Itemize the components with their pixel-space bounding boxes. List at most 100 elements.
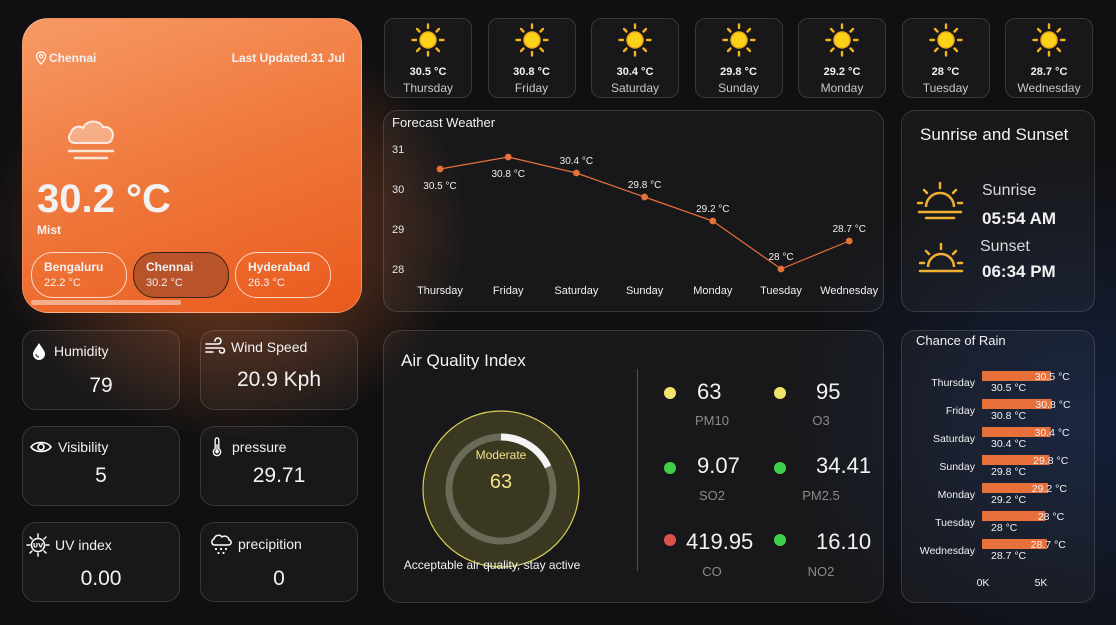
pollutant-value: 16.10 [816, 529, 872, 554]
rain-cloud-icon [211, 534, 232, 555]
city-button-bengaluru[interactable]: Bengaluru 22.2 °C [31, 252, 127, 298]
sunrise-label: Sunrise [982, 182, 1037, 199]
pollutant-status-dot [664, 534, 676, 546]
tile-day: Saturday [610, 81, 660, 95]
data-label: 30.5 °C [1035, 371, 1071, 383]
forecast-tile: 30.8 °C Friday [487, 18, 576, 98]
water-drop-icon [33, 343, 45, 360]
rain-bar [982, 427, 1051, 437]
tile-day: Wednesday [1017, 81, 1081, 95]
data-label: 28 °C [1038, 511, 1065, 523]
pollutant-name: NO2 [807, 564, 835, 579]
forecast-tile: 30.5 °C Thursday [384, 18, 472, 98]
current-temperature: 30.2 °C [37, 177, 171, 221]
city-scrollbar[interactable] [31, 300, 181, 305]
rain-bar [982, 371, 1051, 381]
data-label: 30.5 °C [423, 181, 456, 192]
rain-bar [982, 483, 1048, 493]
aqi-level: Moderate [475, 448, 527, 462]
rain-bar [982, 539, 1047, 549]
tile-day: Thursday [402, 81, 454, 95]
pollutant-status-dot [774, 462, 786, 474]
x-tick-label: 5K [1035, 577, 1048, 589]
data-point [436, 165, 444, 173]
current-condition: Mist [37, 223, 61, 237]
tile-day: Tuesday [922, 81, 969, 95]
data-label: 28.7 °C [991, 550, 1027, 562]
metric-label: precipition [238, 536, 302, 552]
metric-label: UV index [55, 537, 112, 553]
city-temp: 22.2 °C [44, 277, 81, 289]
aqi-value: 63 [489, 471, 513, 493]
tile-temp: 30.4 °C [616, 66, 654, 78]
forecast-tile: 30.4 °C Saturday [591, 18, 679, 98]
forecast-line-chart: 28 29 30 31 30.5 °C Thursday 30.8 °C Friday 30.4… [392, 144, 879, 297]
aqi-note: Acceptable air quality, stay active [403, 558, 581, 572]
data-label: 29.8 °C [991, 466, 1027, 478]
last-updated: Last Updated.31 Jul [231, 51, 345, 65]
x-tick-label: Wednesday [820, 285, 878, 297]
x-tick-label: Monday [693, 285, 733, 297]
aqi-gauge [422, 410, 580, 568]
pollutant-status-dot [664, 387, 676, 399]
category-label: Thursday [931, 377, 976, 389]
tile-temp: 28.7 °C [1030, 66, 1068, 78]
eye-icon [30, 441, 52, 453]
aqi-divider [637, 369, 638, 571]
svg-text:UV: UV [33, 542, 43, 550]
city-name: Bengaluru [44, 260, 104, 274]
y-tick-label: 30 [392, 184, 404, 196]
rain-bar-chart: Thursday 30.5 °C 30.5 °C Friday 30.8 °C 30.8 … [920, 371, 1071, 589]
air-quality-card: Air Quality Index Moderate 63 Acceptable… [383, 330, 884, 603]
sunset-icon [918, 242, 964, 273]
category-label: Sunday [939, 461, 975, 473]
pollutant-value: 95 [816, 379, 841, 404]
tile-temp: 29.8 °C [720, 66, 757, 78]
forecast-tile: 29.8 °C Sunday [694, 18, 783, 98]
sunset-time: 06:34 PM [982, 262, 1056, 281]
city-name: Chennai [146, 260, 194, 274]
pollutant-name: O3 [812, 413, 830, 428]
uv-index-value: 0.00 [80, 567, 122, 590]
sunrise-time: 05:54 AM [982, 209, 1057, 228]
sun-card-title: Sunrise and Sunset [920, 125, 1069, 144]
data-label: 28 °C [991, 522, 1018, 534]
chart-title: Chance of Rain [916, 333, 1006, 348]
sunrise-sunset-card: Sunrise and Sunset Sunrise 05:54 AM Suns… [901, 110, 1095, 312]
visibility-value: 5 [95, 464, 107, 487]
precipitation-value: 0 [273, 567, 285, 590]
pollutant-name: PM10 [695, 413, 729, 428]
city-button-hyderabad[interactable]: Hyderabad 26.3 °C [235, 252, 331, 298]
x-tick-label: Thursday [417, 285, 463, 297]
wind-icon [205, 337, 226, 354]
rain-bar [982, 399, 1052, 409]
sun-icon [514, 23, 549, 57]
tile-day: Monday [820, 81, 864, 95]
city-button-chennai[interactable]: Chennai 30.2 °C [133, 252, 229, 298]
tile-day: Sunday [718, 81, 759, 95]
category-label: Monday [938, 489, 976, 501]
data-point [845, 237, 853, 245]
location-pin-icon [35, 51, 47, 65]
metric-label: Wind Speed [231, 339, 308, 355]
sun-icon [618, 23, 652, 57]
pollutant-status-dot [664, 462, 676, 474]
chance-of-rain-chart: Thursday 30.5 °C 30.5 °C Friday 30.8 °C 30.8 … [901, 330, 1095, 603]
data-point [641, 193, 648, 201]
metric-label: Humidity [54, 343, 109, 359]
rain-bar [982, 511, 1046, 521]
pollutant-value: 63 [697, 379, 722, 404]
data-label: 30.5 °C [991, 382, 1027, 394]
wind-speed-value: 20.9 Kph [236, 368, 322, 391]
uv-sun-icon: UV [26, 533, 50, 557]
location-name: Chennai [49, 51, 97, 65]
aqi-title: Air Quality Index [401, 351, 526, 370]
sun-icon [721, 23, 756, 57]
data-label: 28 °C [768, 252, 793, 263]
city-temp: 26.3 °C [248, 277, 285, 289]
pressure-value: 29.71 [252, 464, 306, 487]
uv-index-card: UV UV index 0.00 [22, 522, 180, 602]
wind-speed-card: Wind Speed 20.9 Kph [200, 330, 358, 410]
pollutant-name: CO [702, 564, 722, 579]
data-point [709, 217, 717, 225]
